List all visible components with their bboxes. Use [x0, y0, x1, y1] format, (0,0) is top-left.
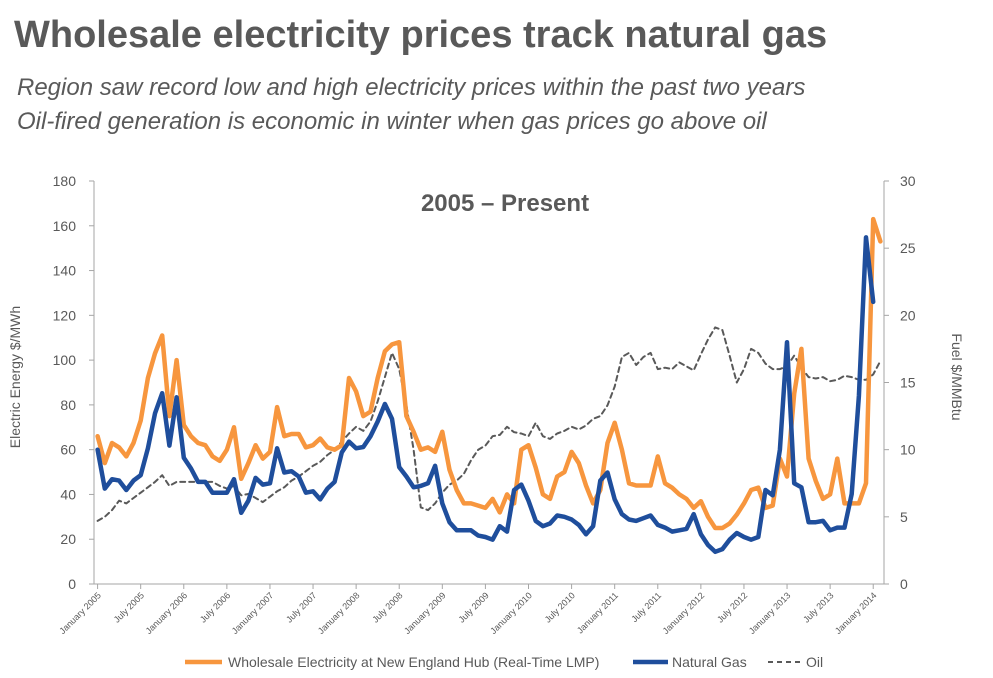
page-title: Wholesale electricity prices track natur… [14, 14, 828, 56]
left-tick-label: 180 [53, 173, 77, 189]
x-tick-label: January 2014 [833, 590, 879, 636]
x-tick-label: January 2008 [316, 590, 362, 636]
right-tick-label: 10 [900, 442, 916, 458]
natural-gas-series-line [95, 235, 876, 555]
x-tick-label: January 2010 [488, 590, 534, 636]
chart-axes [93, 181, 885, 585]
subtitle-oil-economics: Oil-fired generation is economic in wint… [17, 108, 767, 135]
left-tick-label: 80 [60, 397, 76, 413]
x-tick-label: January 2006 [144, 590, 190, 636]
x-tick-label: January 2011 [575, 590, 620, 635]
x-tick-label: July 2013 [801, 590, 835, 624]
x-tick-label: July 2010 [543, 590, 577, 624]
left-tick-label: 140 [53, 263, 77, 279]
right-tick-label: 25 [900, 240, 916, 256]
legend-natural-gas-label: Natural Gas [672, 654, 747, 670]
x-tick-label: January 2005 [57, 590, 103, 636]
x-tick-label: July 2012 [715, 590, 749, 624]
subtitle-record-prices: Region saw record low and high electrici… [17, 74, 806, 101]
right-tick-label: 30 [900, 173, 916, 189]
left-tick-label: 20 [60, 531, 76, 547]
chart-series [95, 216, 883, 555]
x-tick-label: July 2011 [629, 590, 663, 624]
left-tick-label: 120 [53, 307, 77, 323]
chart-legend: Wholesale Electricity at New England Hub… [185, 654, 823, 670]
x-tick-label: January 2009 [402, 590, 448, 636]
left-tick-label: 40 [60, 486, 76, 502]
x-tick-label: July 2007 [284, 590, 318, 624]
left-tick-label: 160 [53, 218, 77, 234]
chart-title: 2005 – Present [421, 190, 589, 217]
legend-oil-label: Oil [806, 654, 823, 670]
right-tick-label: 20 [900, 307, 916, 323]
right-axis-label: Fuel $/MMBtu [949, 333, 965, 420]
right-axis-ticks: 0 5 10 15 20 25 30 [884, 173, 916, 592]
electricity-series-line [95, 216, 883, 531]
right-tick-label: 5 [900, 509, 908, 525]
x-tick-label: January 2013 [747, 590, 793, 636]
x-tick-label: July 2009 [457, 590, 491, 624]
x-tick-label: July 2006 [198, 590, 232, 624]
x-tick-label: January 2007 [230, 590, 276, 636]
right-tick-label: 0 [900, 576, 908, 592]
x-tick-label: January 2012 [661, 590, 707, 636]
left-axis-label: Electric Energy $/MWh [7, 306, 23, 448]
left-tick-label: 0 [68, 576, 76, 592]
left-tick-label: 60 [60, 442, 76, 458]
x-tick-label: July 2008 [370, 590, 404, 624]
x-tick-label: July 2005 [112, 590, 146, 624]
left-axis-ticks: 0 20 40 60 80 100 120 140 160 180 [53, 173, 94, 592]
right-tick-label: 15 [900, 375, 916, 391]
left-tick-label: 100 [53, 352, 77, 368]
legend-electricity-label: Wholesale Electricity at New England Hub… [228, 654, 599, 670]
